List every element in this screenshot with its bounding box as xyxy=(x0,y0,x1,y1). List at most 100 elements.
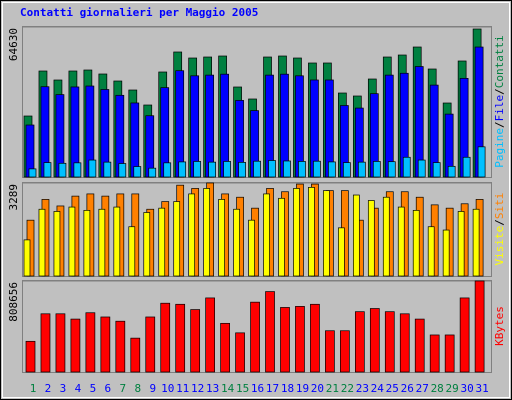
bar xyxy=(220,322,230,373)
bar xyxy=(118,163,127,178)
bar xyxy=(357,161,366,178)
bar xyxy=(278,197,285,277)
bar xyxy=(133,166,142,178)
x-tick-label: 6 xyxy=(105,382,112,395)
bar xyxy=(253,160,261,178)
bar xyxy=(188,193,196,277)
x-tick-label: 5 xyxy=(90,382,97,395)
bar xyxy=(40,313,51,373)
bar xyxy=(23,239,31,277)
bar xyxy=(268,160,276,178)
bar xyxy=(43,162,52,178)
x-tick-label: 1 xyxy=(30,382,37,395)
x-tick-label: 14 xyxy=(221,382,235,395)
bar xyxy=(295,306,305,373)
bar xyxy=(372,161,381,178)
bar xyxy=(130,102,140,178)
bar xyxy=(205,74,214,178)
bar xyxy=(459,297,470,373)
x-tick-label: 17 xyxy=(266,382,279,395)
bar xyxy=(343,162,351,178)
bar xyxy=(280,307,290,373)
bar xyxy=(338,227,345,277)
bar xyxy=(68,206,76,277)
bar xyxy=(70,318,81,373)
bar xyxy=(382,196,390,277)
x-tick-label: 22 xyxy=(341,382,354,395)
x-tick-label: 9 xyxy=(149,382,156,395)
bar xyxy=(143,212,151,277)
bar xyxy=(397,206,405,277)
x-tick-label: 29 xyxy=(446,382,459,395)
bar xyxy=(293,188,300,277)
bar xyxy=(58,162,67,178)
bar xyxy=(223,161,231,178)
bar xyxy=(340,330,350,373)
bar xyxy=(28,168,37,178)
x-tick-label: 16 xyxy=(251,382,264,395)
bar xyxy=(402,156,411,178)
bar xyxy=(308,187,315,277)
x-tick-label: 28 xyxy=(431,382,444,395)
legend-separator: / xyxy=(493,121,506,128)
bar xyxy=(238,162,246,178)
bar xyxy=(178,161,187,178)
bar xyxy=(387,161,396,178)
x-tick-label: 26 xyxy=(401,382,414,395)
legend-entry: File xyxy=(493,95,506,122)
bar xyxy=(55,313,66,373)
legend-entry: Siti xyxy=(493,193,506,220)
bar xyxy=(98,208,106,277)
bar xyxy=(367,200,375,277)
bar xyxy=(145,115,155,178)
bar xyxy=(163,162,172,178)
x-tick-label: 4 xyxy=(75,382,82,395)
bar xyxy=(283,160,291,178)
bar xyxy=(148,167,157,178)
bar xyxy=(113,206,121,277)
bar xyxy=(190,309,201,373)
bar xyxy=(160,302,171,373)
bar xyxy=(128,226,136,277)
bar xyxy=(130,337,141,373)
bar xyxy=(115,320,126,373)
x-tick-label: 23 xyxy=(356,382,369,395)
bar xyxy=(429,334,440,373)
bar xyxy=(25,340,36,373)
x-tick-label: 21 xyxy=(326,382,339,395)
bar xyxy=(384,311,395,373)
bar xyxy=(477,146,486,178)
x-tick-label: 31 xyxy=(475,382,488,395)
bar xyxy=(313,160,321,178)
bar xyxy=(203,188,210,277)
x-tick-label: 20 xyxy=(311,382,324,395)
bar xyxy=(352,194,360,277)
bar xyxy=(88,159,97,178)
bar xyxy=(444,334,455,373)
x-tick-label: 18 xyxy=(281,382,294,395)
x-tick-label: 10 xyxy=(161,382,174,395)
bar xyxy=(233,208,240,277)
x-tick-label: 30 xyxy=(461,382,474,395)
bar xyxy=(38,208,46,277)
bar xyxy=(235,332,245,373)
x-tick-label: 24 xyxy=(371,382,385,395)
x-tick-label: 15 xyxy=(236,382,249,395)
bar xyxy=(432,162,441,178)
bar xyxy=(208,161,216,178)
bar xyxy=(103,161,112,178)
x-tick-label: 25 xyxy=(386,382,399,395)
x-tick-label: 2 xyxy=(45,382,52,395)
bar xyxy=(427,226,435,277)
x-tick-label: 27 xyxy=(416,382,429,395)
bar xyxy=(442,229,450,277)
legend-separator: / xyxy=(493,219,506,226)
bar xyxy=(175,70,185,178)
legend-entry: KBytes xyxy=(493,306,506,346)
bar xyxy=(205,297,215,373)
bar xyxy=(462,156,471,178)
y-tick-label: 3289 xyxy=(7,184,20,211)
bar xyxy=(53,211,61,277)
